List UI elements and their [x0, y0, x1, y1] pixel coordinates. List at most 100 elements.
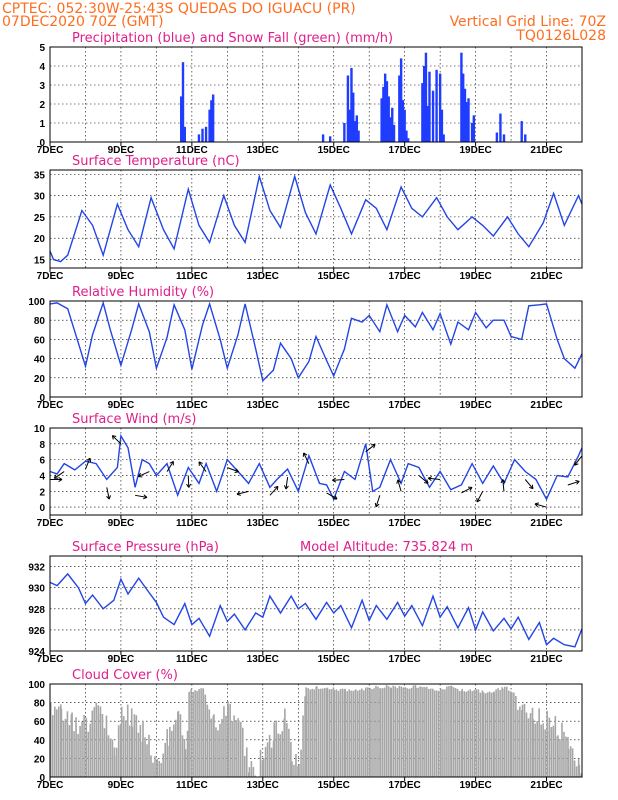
cloud-bar [423, 687, 425, 777]
model-altitude: Model Altitude: 735.824 m [300, 540, 473, 555]
cloud-bar [162, 753, 164, 777]
cloud-bar [519, 706, 521, 777]
plot-frame [49, 46, 583, 143]
cloud-bar [215, 727, 217, 777]
precip-bar [208, 109, 211, 142]
cloud-bar [237, 720, 240, 777]
cloud-bar [552, 725, 555, 777]
cloud-bar [578, 764, 581, 777]
precip-bar [399, 58, 403, 142]
y-tick-label: 100 [28, 680, 45, 691]
cloud-bar [137, 732, 140, 777]
precip-bar [524, 134, 527, 142]
wind-arrow [269, 486, 279, 496]
precip-bar [348, 109, 351, 142]
cloud-bar [521, 704, 524, 777]
y-tick-label: 30 [34, 192, 46, 203]
precip-bar [463, 88, 467, 142]
x-tick-label: 15DEC [318, 780, 350, 791]
cloud-bar [103, 728, 106, 777]
cloud-bar [431, 688, 434, 777]
y-tick-label: 80 [34, 316, 46, 327]
precip-bar [470, 123, 474, 142]
cloud-bar [243, 755, 246, 777]
cloud-bar [264, 746, 267, 777]
cloud-bar [440, 688, 442, 777]
cloud-bar [429, 688, 432, 777]
cloud-bar [465, 691, 468, 777]
y-tick-label: 4 [39, 471, 45, 482]
cloud-bar [326, 687, 329, 777]
cloud-bar [190, 689, 192, 777]
cloud-bar [390, 687, 393, 777]
cloud-bar [133, 714, 136, 777]
cloud-bar [302, 715, 304, 777]
cloud-bar [580, 773, 583, 777]
x-tick-label: 7DEC [37, 780, 64, 791]
cloud-bar [50, 702, 52, 777]
cloud-bar [371, 689, 373, 777]
cloud-bar [142, 720, 144, 777]
cloud-bar [300, 749, 302, 777]
x-tick-label: 13DEC [247, 780, 279, 791]
cloud-bar [412, 685, 415, 777]
x-tick-label: 19DEC [459, 780, 491, 791]
model-id: TQ0126L028 [515, 28, 606, 44]
cloud-bar [339, 689, 342, 777]
x-tick-label: 7DEC [37, 271, 64, 282]
cloud-bar [337, 690, 340, 777]
cloud-bar [171, 730, 173, 777]
cloud-bar [62, 720, 65, 777]
wind-arrow [428, 477, 441, 480]
cloud-bar [408, 688, 411, 777]
cloud-bar [208, 709, 211, 777]
precip-bar [405, 130, 408, 142]
cloud-bar [503, 686, 506, 777]
cloud-bar [58, 706, 60, 777]
humidity-title: Relative Humidity (%) [72, 285, 214, 300]
x-tick-label: 11DEC [176, 654, 208, 665]
cloud-bar [419, 686, 421, 777]
wind-arrow [198, 461, 207, 472]
wind-arrow [227, 467, 239, 473]
cloud-bar [196, 690, 198, 777]
cloud-bar [505, 686, 508, 777]
cloud-title: Cloud Cover (%) [72, 668, 178, 683]
cloud-bar [442, 689, 444, 777]
precip-panel: 0 1 2 3 4 5 7DEC 9DEC 11DEC 13DEC 15DEC 17DEC 19DEC 2… [37, 31, 583, 156]
wind-arrow [502, 479, 505, 492]
wind-arrow-head [424, 479, 429, 484]
cloud-bar [381, 688, 384, 777]
cloud-bar [352, 690, 354, 777]
plot-frame [49, 683, 583, 778]
precip-bar [180, 96, 183, 142]
wind-arrow-head [273, 485, 279, 491]
cloud-bar [463, 691, 466, 777]
precip-bar [389, 117, 392, 142]
cloud-bar [184, 749, 187, 777]
cloud-bar [254, 775, 257, 777]
cloud-bar [542, 723, 544, 777]
cloud-bar [538, 708, 540, 777]
y-tick-label: 40 [34, 355, 46, 366]
wind-arrow-head [234, 468, 239, 473]
cloud-bar [458, 691, 461, 777]
y-tick-label: 0 [39, 773, 45, 784]
cloud-bar [511, 692, 513, 777]
cloud-bar [318, 688, 320, 777]
cloud-bar [160, 763, 162, 777]
y-tick-label: 5 [39, 43, 45, 54]
cloud-bar [313, 689, 315, 777]
wind-arrow-head [283, 485, 289, 490]
cloud-bar [288, 728, 290, 777]
cloud-bar [206, 704, 209, 777]
wind-arrow-head [529, 484, 534, 490]
precip-bar [502, 134, 506, 142]
wind-arrow [461, 486, 473, 494]
wind-arrow-head [143, 494, 148, 500]
cloud-bar [557, 735, 559, 777]
x-tick-label: 21DEC [530, 145, 562, 156]
precip-bar [442, 134, 445, 142]
cloud-bar [227, 705, 229, 777]
cloud-bar [173, 724, 175, 777]
